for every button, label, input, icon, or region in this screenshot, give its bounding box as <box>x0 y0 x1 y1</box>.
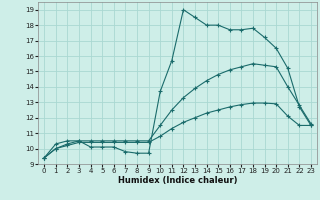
X-axis label: Humidex (Indice chaleur): Humidex (Indice chaleur) <box>118 176 237 185</box>
